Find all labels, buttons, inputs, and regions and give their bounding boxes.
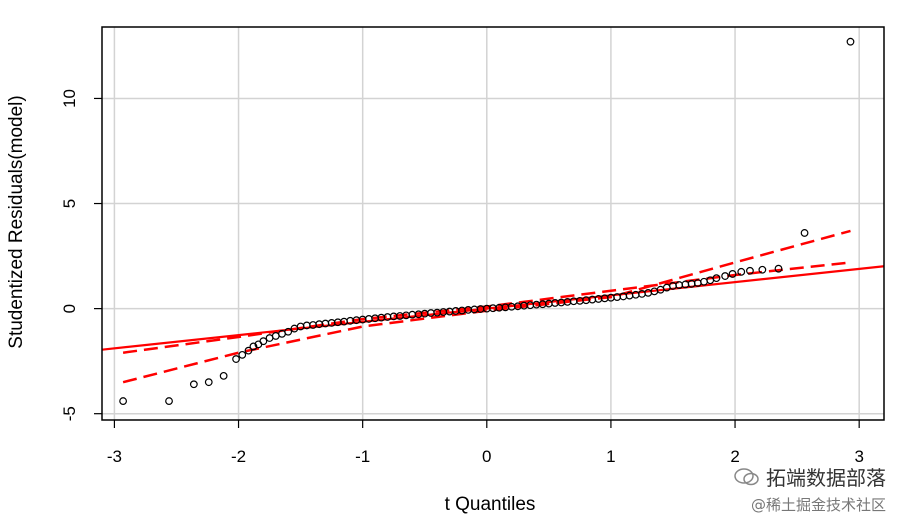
- data-point: [846, 37, 855, 46]
- y-axis-title: Studentized Residuals(model): [6, 95, 27, 348]
- reference-line-segment: [101, 265, 885, 351]
- data-point: [700, 277, 708, 286]
- data-point: [271, 332, 280, 340]
- data-point: [232, 355, 240, 363]
- data-point: [721, 272, 730, 280]
- data-points: [119, 37, 855, 405]
- data-point: [259, 337, 268, 346]
- data-point: [244, 346, 253, 355]
- x-tick-label: 1: [606, 447, 615, 466]
- watermark-sub: @稀土掘金技术社区: [750, 496, 886, 514]
- x-axis: -3 -2 -1 0 1 2 3: [107, 420, 864, 466]
- data-point: [746, 266, 754, 275]
- wechat-icon: [734, 467, 760, 487]
- grid-lines: [102, 27, 884, 420]
- data-point: [728, 270, 737, 278]
- data-point: [219, 371, 228, 380]
- x-tick-label: -3: [107, 447, 122, 466]
- data-point: [774, 264, 783, 273]
- data-point: [284, 327, 293, 336]
- data-point: [204, 378, 213, 387]
- x-tick-label: 0: [482, 447, 491, 466]
- data-point: [737, 267, 746, 276]
- data-point: [238, 350, 247, 359]
- data-point: [165, 397, 173, 405]
- x-tick-label: -2: [231, 447, 246, 466]
- x-axis-title: t Quantiles: [445, 494, 536, 515]
- x-tick-label: 2: [730, 447, 739, 466]
- data-point: [249, 342, 258, 351]
- data-point: [189, 380, 198, 389]
- confidence-envelopes: [122, 229, 851, 384]
- data-point: [265, 334, 274, 342]
- x-tick-label: 3: [854, 447, 863, 466]
- data-point: [119, 397, 128, 405]
- data-point: [712, 274, 721, 283]
- y-tick-label: 0: [60, 304, 79, 313]
- data-point: [800, 229, 809, 237]
- y-tick-label: -5: [60, 406, 79, 421]
- envelope-upper-line: [122, 261, 851, 354]
- data-point: [758, 265, 767, 274]
- x-tick-label: -1: [355, 447, 370, 466]
- y-axis: -5 0 5 10: [60, 89, 102, 421]
- y-tick-label: 10: [60, 89, 79, 108]
- y-tick-label: 5: [60, 199, 79, 208]
- watermark-brand: 拓端数据部落: [734, 462, 886, 491]
- plot-frame: [101, 26, 885, 421]
- reference-line: [101, 265, 885, 351]
- watermark-text: 拓端数据部落: [766, 466, 886, 490]
